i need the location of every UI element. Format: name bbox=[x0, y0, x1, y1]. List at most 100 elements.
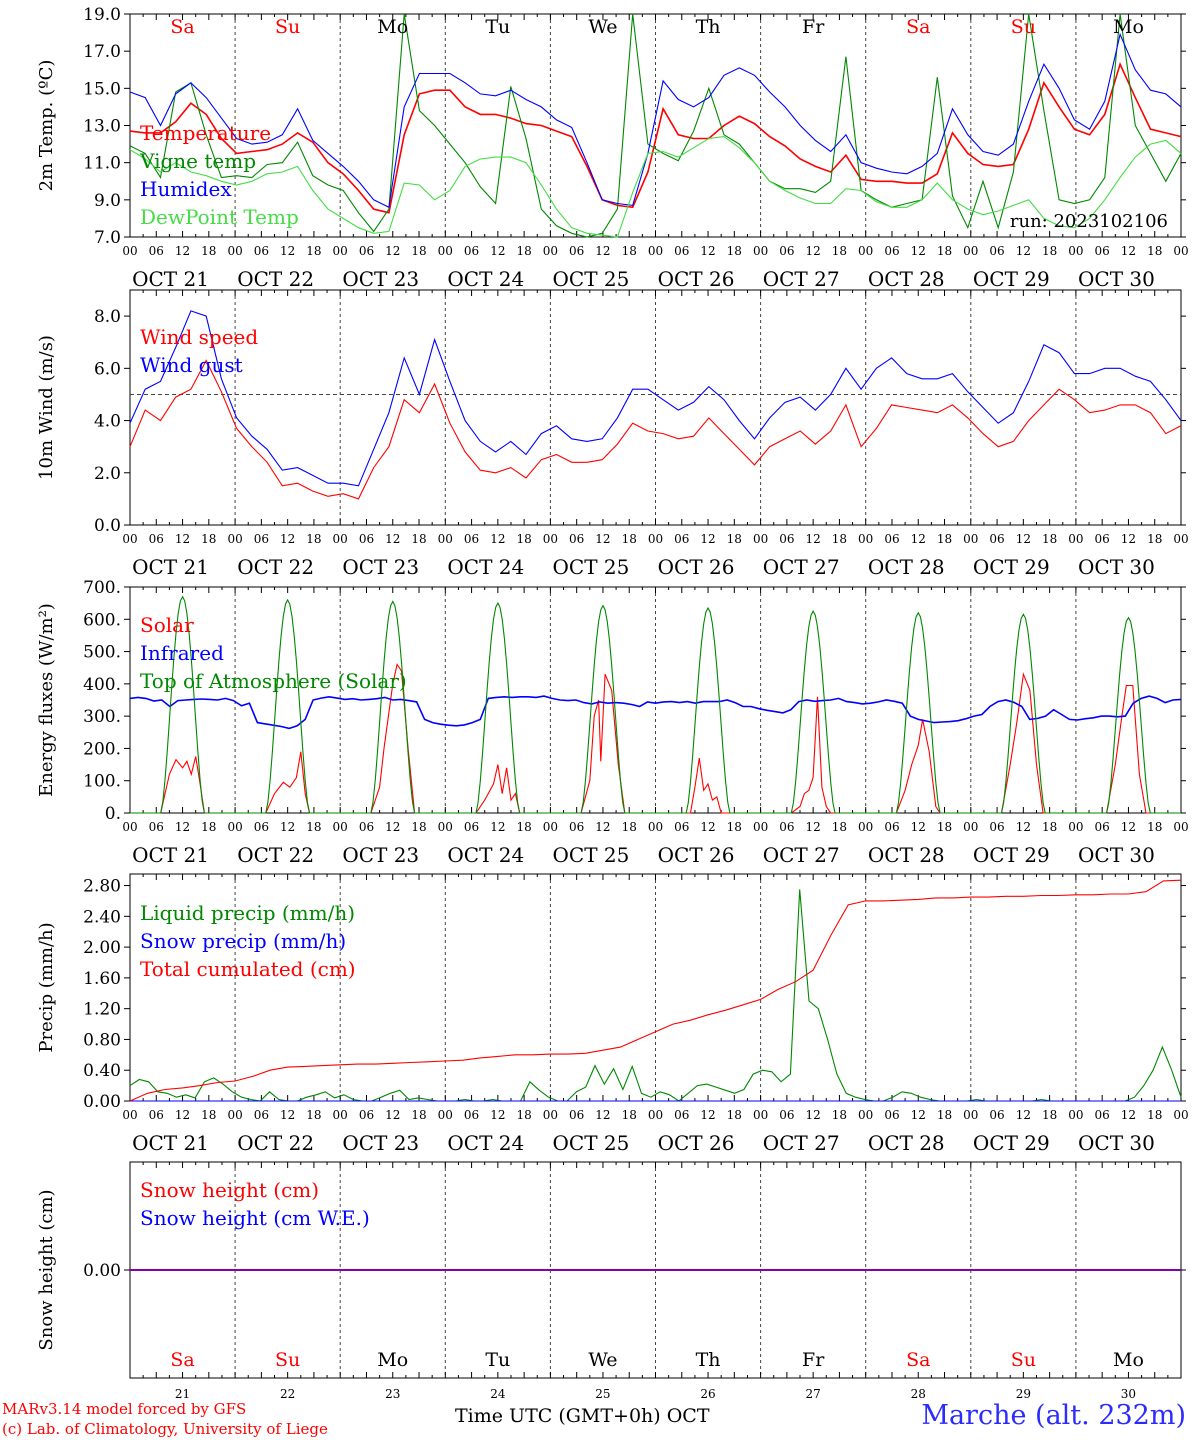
y-tick-label: 0.00 bbox=[83, 1092, 121, 1112]
y-tick-label: 0.0 bbox=[94, 516, 121, 536]
x-day-label: OCT 21 bbox=[132, 843, 209, 867]
weekday-label-bottom: Th bbox=[696, 1349, 721, 1371]
series-line-wind-gust bbox=[129, 310, 1182, 487]
x-hour-label: 06 bbox=[359, 1108, 374, 1122]
x-hour-label: 18 bbox=[727, 532, 742, 546]
model-credit: MARv3.14 model forced by GFS bbox=[2, 1400, 247, 1418]
x-day-label: OCT 27 bbox=[763, 555, 840, 579]
y-tick-label: 2.40 bbox=[83, 907, 121, 927]
x-hour-label: 12 bbox=[911, 820, 926, 834]
x-hour-label: 00 bbox=[963, 532, 978, 546]
series-line-infrared bbox=[129, 695, 1182, 730]
x-hour-label: 18 bbox=[1147, 532, 1162, 546]
legend-entry: Temperature bbox=[140, 121, 271, 145]
panel-4: 0.00 0.40 0.80 1.20 1.60 2.00 2.40 2.80 Precip (… bbox=[36, 873, 1189, 1155]
x-hour-label: 18 bbox=[622, 244, 637, 258]
x-hour-label: 06 bbox=[674, 820, 689, 834]
weekday-label-top: Fr bbox=[802, 16, 825, 38]
x-hour-label: 06 bbox=[674, 244, 689, 258]
x-hour-label: 12 bbox=[700, 820, 715, 834]
x-hour-label: 00 bbox=[648, 820, 663, 834]
x-hour-label: 18 bbox=[937, 532, 952, 546]
x-day-label: OCT 30 bbox=[1078, 843, 1155, 867]
legend-entry: Snow height (cm W.E.) bbox=[140, 1206, 370, 1230]
y-tick-label: 700. bbox=[83, 578, 121, 598]
day-number-label: 27 bbox=[806, 1387, 821, 1401]
legend-entry: Wind speed bbox=[140, 325, 258, 349]
x-hour-label: 00 bbox=[438, 1108, 453, 1122]
legend-entry: Vigne temp bbox=[139, 149, 256, 173]
x-hour-label: 12 bbox=[1121, 532, 1136, 546]
x-hour-label: 18 bbox=[832, 820, 847, 834]
y-tick-label: 400. bbox=[83, 675, 121, 695]
x-day-label: OCT 26 bbox=[658, 1131, 735, 1155]
x-day-label: OCT 26 bbox=[658, 555, 735, 579]
x-day-label: OCT 22 bbox=[237, 1131, 314, 1155]
lab-credit: (c) Lab. of Climatology, University of L… bbox=[2, 1420, 328, 1438]
x-hour-label: 12 bbox=[806, 532, 821, 546]
x-hour-label: 12 bbox=[595, 532, 610, 546]
legend-entry: Solar bbox=[140, 613, 194, 637]
weekday-label-bottom: We bbox=[588, 1349, 617, 1371]
x-hour-label: 12 bbox=[595, 820, 610, 834]
series-line-dewpoint-temp bbox=[129, 136, 1182, 238]
x-hour-label: 06 bbox=[464, 820, 479, 834]
y-tick-label: 13.0 bbox=[83, 117, 121, 137]
x-hour-label: 06 bbox=[989, 244, 1004, 258]
x-axis-title: Time UTC (GMT+0h) OCT bbox=[455, 1405, 710, 1427]
x-day-label: OCT 23 bbox=[342, 555, 419, 579]
x-day-label: OCT 28 bbox=[868, 1131, 945, 1155]
x-day-label: OCT 21 bbox=[132, 555, 209, 579]
x-day-label: OCT 25 bbox=[553, 843, 630, 867]
x-hour-label: 00 bbox=[227, 820, 242, 834]
legend-entry: Top of Atmosphere (Solar) bbox=[140, 669, 407, 693]
x-hour-label: 00 bbox=[543, 820, 558, 834]
y-axis-label: 10m Wind (m/s) bbox=[36, 335, 57, 480]
station-label: Marche (alt. 232m) bbox=[921, 1400, 1186, 1431]
weekday-label-top: Su bbox=[275, 16, 300, 38]
x-hour-label: 06 bbox=[149, 820, 164, 834]
day-number-label: 26 bbox=[700, 1387, 715, 1401]
x-hour-label: 06 bbox=[884, 820, 899, 834]
x-day-label: OCT 29 bbox=[973, 555, 1050, 579]
day-number-label: 28 bbox=[911, 1387, 926, 1401]
x-hour-label: 18 bbox=[727, 244, 742, 258]
series-line-temperature bbox=[129, 61, 1182, 214]
x-day-label: OCT 22 bbox=[237, 555, 314, 579]
panel-3: 0. 100. 200. 300. 400. 500. 600. 700. Energy flu… bbox=[36, 578, 1189, 867]
x-hour-label: 12 bbox=[911, 1108, 926, 1122]
y-axis-label: Energy fluxes (W/m²) bbox=[36, 603, 57, 797]
x-hour-label: 00 bbox=[648, 532, 663, 546]
day-number-label: 22 bbox=[280, 1387, 295, 1401]
x-hour-label: 00 bbox=[227, 1108, 242, 1122]
y-tick-label: 7.0 bbox=[94, 228, 121, 248]
x-hour-label: 12 bbox=[1016, 820, 1031, 834]
legend-entry: Humidex bbox=[140, 177, 232, 201]
x-hour-label: 06 bbox=[569, 1108, 584, 1122]
x-hour-label: 06 bbox=[149, 1108, 164, 1122]
x-hour-label: 00 bbox=[122, 244, 137, 258]
y-tick-label: 9.0 bbox=[94, 191, 121, 211]
x-hour-label: 00 bbox=[648, 244, 663, 258]
x-day-label: OCT 26 bbox=[658, 267, 735, 291]
x-hour-label: 12 bbox=[700, 244, 715, 258]
x-hour-label: 12 bbox=[385, 1108, 400, 1122]
weekday-label-bottom: Mo bbox=[1113, 1349, 1144, 1371]
x-hour-label: 12 bbox=[1121, 820, 1136, 834]
x-hour-label: 18 bbox=[832, 1108, 847, 1122]
x-hour-label: 18 bbox=[201, 820, 216, 834]
y-tick-label: 15.0 bbox=[83, 79, 121, 99]
x-hour-label: 18 bbox=[516, 1108, 531, 1122]
x-hour-label: 00 bbox=[543, 244, 558, 258]
x-day-label: OCT 23 bbox=[342, 843, 419, 867]
x-hour-label: 06 bbox=[569, 532, 584, 546]
weekday-label-top: Sa bbox=[906, 16, 930, 38]
x-hour-label: 06 bbox=[674, 532, 689, 546]
x-hour-label: 06 bbox=[779, 820, 794, 834]
x-hour-label: 12 bbox=[595, 1108, 610, 1122]
x-day-label: OCT 25 bbox=[553, 555, 630, 579]
y-tick-label: 500. bbox=[83, 643, 121, 663]
x-hour-label: 00 bbox=[963, 1108, 978, 1122]
x-hour-label: 12 bbox=[806, 1108, 821, 1122]
x-hour-label: 18 bbox=[411, 1108, 426, 1122]
